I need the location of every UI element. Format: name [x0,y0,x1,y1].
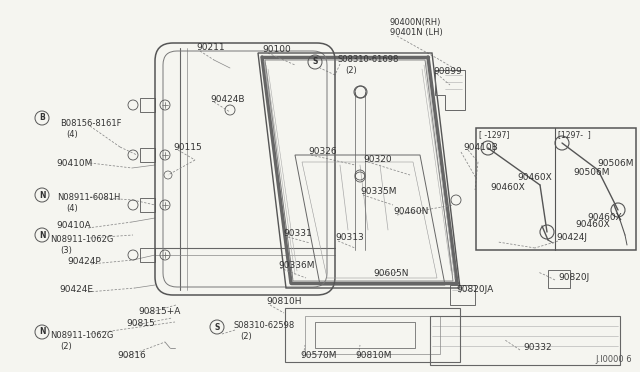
Text: N08911-1062G: N08911-1062G [50,331,113,340]
Text: 90816: 90816 [117,350,146,359]
Text: 90605N: 90605N [373,269,408,278]
Text: B: B [39,113,45,122]
Text: S: S [312,58,317,67]
Text: 90820JA: 90820JA [456,285,493,295]
Text: 90332: 90332 [523,343,552,353]
Text: 90410B: 90410B [463,144,498,153]
Text: 90410M: 90410M [56,158,92,167]
Text: 90506M: 90506M [573,168,609,177]
Bar [140,248,155,262]
Text: 90460X: 90460X [517,173,552,183]
Text: 90899: 90899 [433,67,461,76]
Text: N: N [39,231,45,240]
Text: 90460N: 90460N [393,208,428,217]
Text: 90810M: 90810M [355,350,392,359]
Text: N08911-1062G: N08911-1062G [50,235,113,244]
Bar [450,285,475,305]
Text: N: N [39,327,45,337]
Text: (2): (2) [345,67,356,76]
Text: J.I0000 6: J.I0000 6 [595,355,632,364]
Bar [140,148,155,162]
Text: 90313: 90313 [335,234,364,243]
Text: N08911-6081H: N08911-6081H [57,193,120,202]
Text: 90460X: 90460X [587,214,621,222]
Text: 90506M: 90506M [597,160,634,169]
Bar [548,270,570,288]
Text: S: S [214,323,220,331]
Text: 90460X: 90460X [575,220,610,229]
Text: 90424P: 90424P [67,257,100,266]
Text: 90326: 90326 [308,148,337,157]
Text: (2): (2) [60,343,72,352]
Text: 90570M: 90570M [300,350,337,359]
Text: (2): (2) [240,333,252,341]
Text: S08310-61698: S08310-61698 [337,55,398,64]
Bar [476,128,636,250]
Text: 90331: 90331 [283,230,312,238]
Text: N: N [39,190,45,199]
Text: 90115: 90115 [173,144,202,153]
Bar [140,98,155,112]
Text: 90320: 90320 [363,155,392,164]
Text: 90336M: 90336M [278,262,314,270]
Text: 90460X: 90460X [490,183,525,192]
Text: 90815+A: 90815+A [138,307,180,315]
Text: 90211: 90211 [196,44,225,52]
Text: 90810H: 90810H [266,298,301,307]
Text: (4): (4) [66,205,77,214]
Text: 90400N(RH): 90400N(RH) [390,17,442,26]
Text: 90335M: 90335M [360,187,397,196]
Text: 90424J: 90424J [556,234,587,243]
Bar [140,198,155,212]
Text: 90424E: 90424E [59,285,93,295]
Text: 90100: 90100 [262,45,291,55]
Text: [ -1297]: [ -1297] [479,130,509,139]
Text: 90424B: 90424B [210,96,244,105]
Text: 90815: 90815 [126,318,155,327]
Text: [1297-  ]: [1297- ] [558,130,591,139]
Text: (4): (4) [66,131,77,140]
Text: (3): (3) [60,247,72,256]
Text: B08156-8161F: B08156-8161F [60,119,122,128]
Bar [315,322,415,348]
Text: S08310-62598: S08310-62598 [233,321,294,330]
Text: 90401N (LH): 90401N (LH) [390,29,443,38]
Text: 90410A: 90410A [56,221,91,231]
Text: 90820J: 90820J [558,273,589,282]
